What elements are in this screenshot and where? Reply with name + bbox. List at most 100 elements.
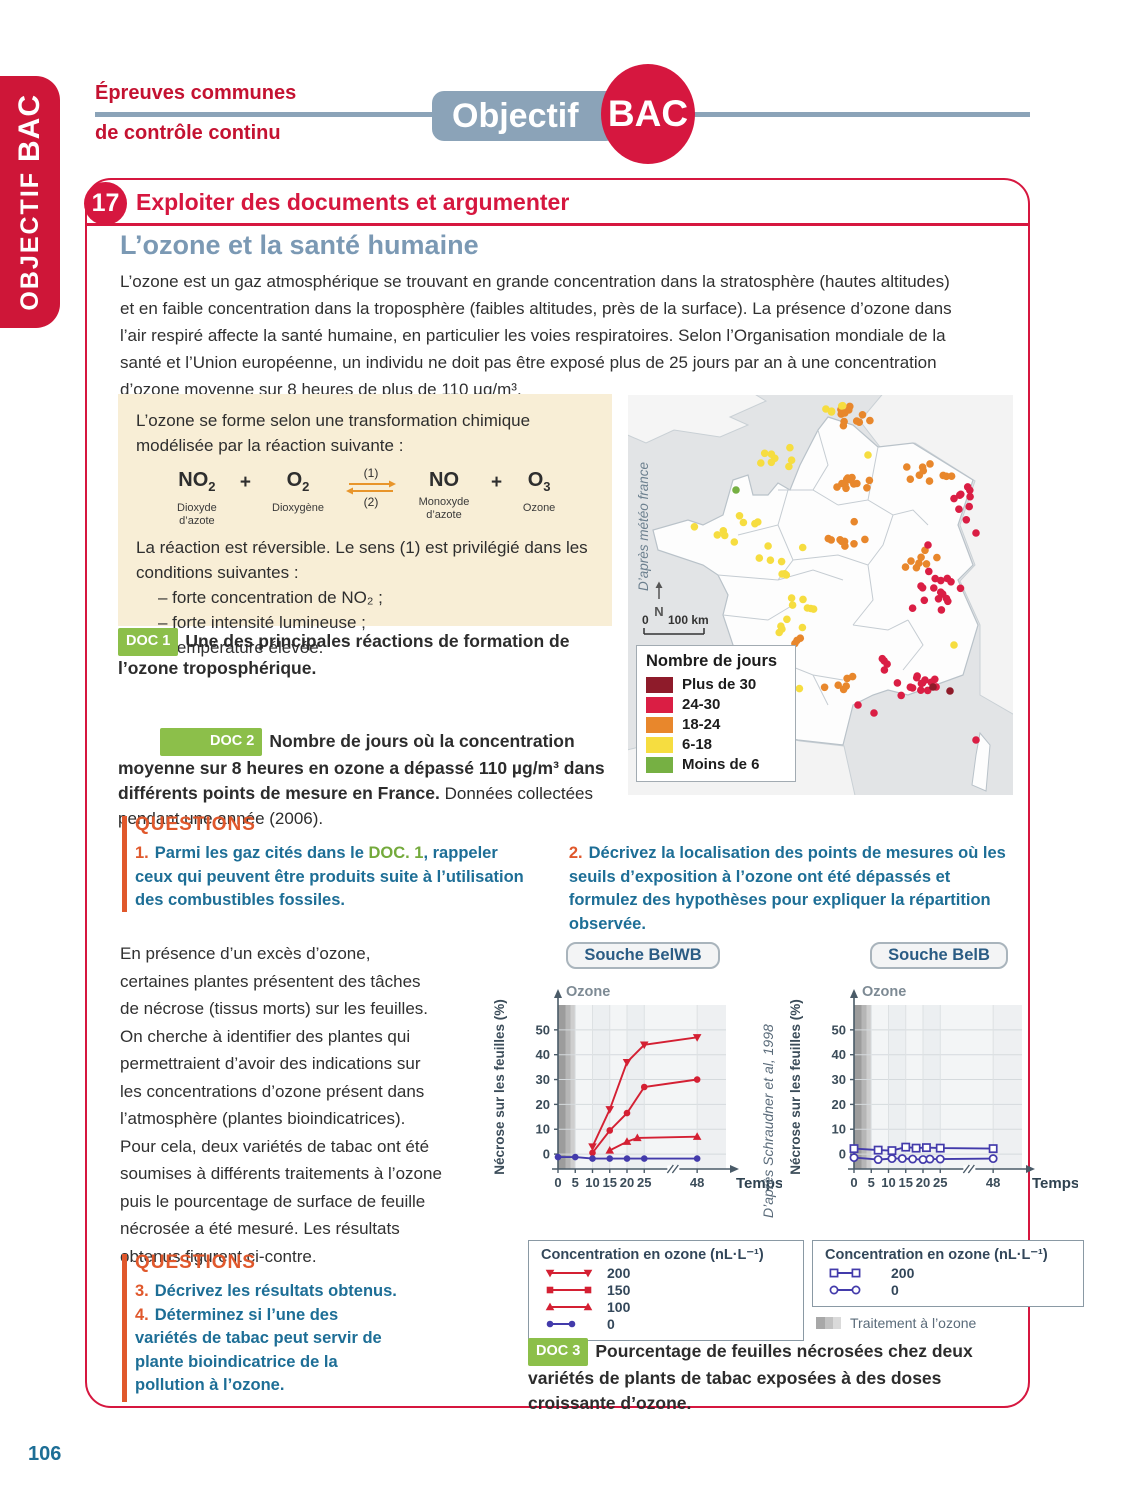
- legend-value-label: 0: [607, 1316, 615, 1332]
- chart-attribution: D’après Schraudner et al, 1998: [760, 1024, 776, 1218]
- legend-marker-icon: [545, 1269, 593, 1278]
- svg-text:Ozone: Ozone: [862, 984, 906, 1000]
- question-2: 2. Décrivez la localisation des points de…: [568, 844, 1006, 933]
- legend-value-label: 200: [607, 1265, 631, 1281]
- content-frame: [85, 178, 1030, 1408]
- questions-heading: QUESTIONS: [135, 1252, 256, 1273]
- svg-text:Temps: Temps: [1032, 1175, 1078, 1192]
- doc2-caption: DOC 2 Nombre de jours où la concentration…: [118, 728, 626, 831]
- france-ozone-map: D’après météo france N 0 100 km Nombre d…: [622, 389, 1019, 801]
- skill-title: Exploiter des documents et argumenter: [136, 189, 570, 215]
- bac-logo-circle: BAC: [601, 64, 695, 164]
- eyebrow-line1: Épreuves communes: [95, 82, 297, 104]
- map-attribution: D’après météo france: [636, 461, 651, 591]
- svg-text:15: 15: [603, 1175, 617, 1190]
- legend-color-swatch: [646, 716, 673, 733]
- legend-color-swatch: [646, 736, 673, 753]
- doc1-condition-2: – forte intensité lumineuse ;: [158, 613, 366, 632]
- page-number: 106: [28, 1443, 62, 1465]
- legend-label: Plus de 30: [682, 676, 757, 693]
- legend-marker-icon: [546, 1320, 576, 1328]
- svg-text:25: 25: [933, 1175, 947, 1190]
- questions-block-1: QUESTIONS 1. Parmi les gaz cités dans le …: [122, 814, 1017, 933]
- england-landmass: [622, 389, 768, 444]
- legend-label: 6-18: [682, 736, 713, 753]
- doc2-badge: DOC 2: [160, 728, 263, 756]
- map-legend-title: Nombre de jours: [646, 652, 778, 670]
- page-title: L’ozone et la santé humaine: [120, 230, 479, 260]
- svg-text:5: 5: [868, 1175, 875, 1190]
- svg-text:0: 0: [850, 1175, 857, 1190]
- plus-sign: +: [491, 472, 503, 493]
- legend-marker-icon: [829, 1268, 861, 1278]
- legend-marker-icon: [545, 1302, 593, 1311]
- svg-text:Ozone: Ozone: [566, 984, 610, 1000]
- legend-label: Moins de 6: [682, 756, 760, 773]
- legend-belb-title: Concentration en ozone (nL·L⁻¹): [825, 1247, 1048, 1263]
- corsica-outline: [971, 731, 991, 792]
- chart-legend-row: 200: [541, 1265, 791, 1281]
- doc1-box-intro: L’ozone se forme selon une transformatio…: [136, 411, 531, 455]
- plus-sign: +: [239, 472, 251, 493]
- questions-heading: QUESTIONS: [135, 814, 256, 835]
- svg-text:Nécrose sur les feuilles (%): Nécrose sur les feuilles (%): [788, 999, 803, 1175]
- question-4: 4. Déterminez si l’une des variétés de ta…: [135, 1305, 382, 1395]
- legend-value-label: 150: [607, 1282, 631, 1298]
- reactant-o2: O2 Dioxygène: [272, 469, 324, 514]
- doc3-caption: DOC 3 Pourcentage de feuilles nécrosées c…: [528, 1338, 1032, 1416]
- questions-accent-bar: [122, 816, 127, 912]
- chart-belb: Souche BelB 0 10 20 30 40 50 0 5 10 15 20 25 48 Temps…: [786, 942, 1078, 1199]
- svg-text:20: 20: [832, 1097, 846, 1112]
- doc1-reaction-box: L’ozone se forme selon une transformatio…: [118, 394, 612, 657]
- map-legend-row: 24-30: [646, 696, 786, 713]
- svg-text:20: 20: [916, 1175, 930, 1190]
- svg-text:50: 50: [832, 1022, 846, 1037]
- map-legend-row: Moins de 6: [646, 756, 786, 773]
- chart-legend-row: 0: [825, 1282, 1071, 1298]
- scale-100km-label: 100 km: [668, 613, 709, 627]
- svg-text:10: 10: [536, 1122, 550, 1137]
- legend-color-swatch: [646, 696, 673, 713]
- question-3: 3. Décrivez les résultats obtenus.: [135, 1282, 397, 1300]
- north-arrow-icon: N: [652, 581, 666, 619]
- svg-text:48: 48: [986, 1175, 1000, 1190]
- svg-text:5: 5: [572, 1175, 579, 1190]
- legend-belb: Concentration en ozone (nL·L⁻¹) 200 0: [812, 1240, 1084, 1307]
- map-legend: Nombre de jours Plus de 30 24-30 18-24 6-18…: [636, 645, 796, 782]
- svg-text:40: 40: [536, 1047, 550, 1062]
- doc3-badge: DOC 3: [528, 1338, 589, 1366]
- legend-value-label: 100: [607, 1299, 631, 1315]
- svg-text:15: 15: [899, 1175, 913, 1190]
- chart-legend-row: 0: [541, 1316, 791, 1332]
- doc1-condition-3: – température élevée.: [158, 638, 324, 657]
- legend-color-swatch: [646, 676, 673, 693]
- legend-color-swatch: [646, 756, 673, 773]
- doc1-badge: DOC 1: [118, 628, 179, 656]
- svg-text:50: 50: [536, 1022, 550, 1037]
- product-o3: O3 Ozone: [522, 469, 556, 514]
- svg-text:48: 48: [690, 1175, 704, 1190]
- product-no: NO Monoxyde d’azote: [418, 469, 470, 521]
- chart-legend-row: 100: [541, 1299, 791, 1315]
- scale-zero-label: 0: [642, 613, 649, 627]
- skill-header-rule: [87, 223, 1028, 226]
- reactant-no2: NO2 Dioxyde d’azote: [177, 469, 217, 527]
- svg-text:0: 0: [554, 1175, 561, 1190]
- legend-belwb: Concentration en ozone (nL·L⁻¹) 200 150 10…: [528, 1240, 804, 1341]
- treatment-swatch-icon: [816, 1317, 841, 1329]
- questions-block-2: QUESTIONS 3. Décrivez les résultats obten…: [122, 1252, 452, 1402]
- question-1: 1. Parmi les gaz cités dans le DOC. 1, ra…: [135, 844, 524, 909]
- chart-legend-row: 200: [825, 1265, 1071, 1281]
- chart-legend-row: 150: [541, 1282, 791, 1298]
- doc1-condition-1: – forte concentration de NO₂ ;: [158, 588, 383, 607]
- objectif-logo-left: Objectif: [432, 91, 618, 141]
- map-svg: [622, 389, 1019, 801]
- legend-label: 18-24: [682, 716, 721, 733]
- ozone-treatment-note: Traitement à l’ozone: [816, 1315, 976, 1331]
- map-legend-row: 18-24: [646, 716, 786, 733]
- legend-belwb-title: Concentration en ozone (nL·L⁻¹): [541, 1247, 764, 1263]
- legend-label: 24-30: [682, 696, 721, 713]
- doc1-caption: DOC 1 Une des principales réactions de fo…: [118, 628, 598, 681]
